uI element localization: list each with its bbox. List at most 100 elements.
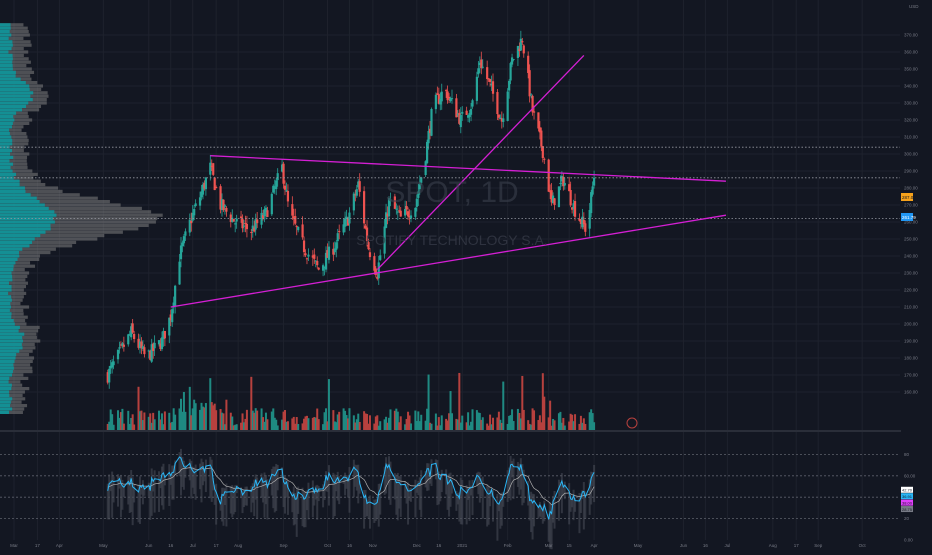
- candle-body[interactable]: [311, 255, 314, 258]
- candle-body[interactable]: [445, 90, 448, 92]
- candle-body[interactable]: [335, 242, 338, 250]
- candle-body[interactable]: [491, 81, 495, 94]
- candle-body[interactable]: [295, 225, 298, 228]
- candle-body[interactable]: [266, 210, 269, 217]
- candle-body[interactable]: [531, 95, 534, 113]
- candle-body[interactable]: [112, 361, 115, 366]
- candle-body[interactable]: [465, 110, 468, 115]
- time-axis[interactable]: Mar 17 Apr May Jun 16 Jul 17 Aug Sep Oct 16 Nov Dec 16…: [10, 543, 866, 548]
- upper-triangle-line[interactable]: [210, 155, 726, 182]
- candle-body[interactable]: [200, 191, 203, 198]
- candle-body[interactable]: [245, 223, 249, 230]
- candle-body[interactable]: [231, 217, 234, 223]
- candle-body[interactable]: [106, 372, 109, 383]
- candle-body[interactable]: [415, 198, 418, 207]
- candle-body[interactable]: [108, 368, 111, 383]
- candle-body[interactable]: [424, 161, 427, 176]
- candle-body[interactable]: [480, 59, 483, 69]
- candle-body[interactable]: [592, 177, 596, 186]
- candle-body[interactable]: [213, 177, 216, 191]
- candle-body[interactable]: [427, 130, 430, 144]
- candle-body[interactable]: [182, 236, 186, 244]
- candle-body[interactable]: [163, 330, 166, 339]
- candle-body[interactable]: [475, 76, 479, 101]
- candle-body[interactable]: [365, 227, 369, 242]
- candle-body[interactable]: [193, 209, 196, 216]
- candle-body[interactable]: [305, 258, 309, 260]
- candle-body[interactable]: [261, 215, 265, 219]
- candle-body[interactable]: [147, 350, 150, 352]
- candle-body[interactable]: [537, 112, 540, 129]
- candle-body[interactable]: [497, 114, 500, 118]
- candle-body[interactable]: [304, 253, 307, 256]
- candle-body[interactable]: [201, 184, 205, 195]
- candle-body[interactable]: [203, 182, 206, 189]
- candle-body[interactable]: [509, 63, 512, 81]
- candle-body[interactable]: [518, 48, 521, 52]
- candle-body[interactable]: [324, 252, 328, 270]
- candle-body[interactable]: [538, 127, 541, 133]
- candle-body[interactable]: [409, 215, 413, 219]
- candle-body[interactable]: [251, 225, 254, 232]
- candle-body[interactable]: [373, 256, 376, 271]
- candle-body[interactable]: [345, 216, 348, 220]
- candle-body[interactable]: [127, 334, 130, 345]
- candle-body[interactable]: [332, 248, 335, 255]
- candle-body[interactable]: [294, 215, 297, 224]
- candle-body[interactable]: [215, 187, 218, 189]
- candle-body[interactable]: [581, 216, 584, 228]
- candle-body[interactable]: [455, 98, 458, 118]
- candle-body[interactable]: [508, 80, 511, 91]
- candle-body[interactable]: [239, 216, 243, 219]
- candle-body[interactable]: [133, 334, 136, 340]
- candle-body[interactable]: [590, 192, 593, 214]
- candle-body[interactable]: [384, 212, 388, 228]
- candle-body[interactable]: [379, 255, 382, 260]
- candle-body[interactable]: [562, 176, 565, 187]
- candle-body[interactable]: [430, 108, 433, 136]
- candle-body[interactable]: [219, 186, 222, 210]
- candle-body[interactable]: [346, 218, 350, 226]
- candle-body[interactable]: [118, 347, 121, 349]
- candle-body[interactable]: [573, 201, 577, 217]
- candle-body[interactable]: [250, 231, 253, 233]
- candle-body[interactable]: [467, 115, 470, 118]
- candle-body[interactable]: [316, 261, 319, 266]
- candle-body[interactable]: [481, 66, 484, 68]
- candle-body[interactable]: [181, 242, 184, 247]
- candle-body[interactable]: [582, 219, 585, 225]
- candle-body[interactable]: [169, 314, 172, 321]
- candle-body[interactable]: [436, 93, 439, 95]
- candle-body[interactable]: [428, 128, 432, 133]
- candle-body[interactable]: [363, 191, 366, 224]
- candle-body[interactable]: [440, 91, 443, 102]
- candle-body[interactable]: [172, 302, 175, 308]
- candle-body[interactable]: [184, 231, 187, 236]
- candle-body[interactable]: [263, 209, 266, 217]
- candle-body[interactable]: [386, 213, 389, 217]
- candle-body[interactable]: [256, 219, 259, 224]
- candle-body[interactable]: [286, 190, 290, 202]
- candle-body[interactable]: [579, 219, 583, 224]
- candle-body[interactable]: [343, 218, 347, 227]
- candle-body[interactable]: [469, 109, 473, 115]
- candle-body[interactable]: [222, 199, 225, 210]
- candle-body[interactable]: [387, 198, 391, 217]
- candle-body[interactable]: [338, 231, 341, 233]
- candle-body[interactable]: [420, 177, 423, 183]
- candle-body[interactable]: [500, 118, 503, 122]
- candle-body[interactable]: [235, 218, 238, 222]
- candle-body[interactable]: [301, 224, 304, 238]
- candle-body[interactable]: [280, 164, 284, 172]
- candle-body[interactable]: [368, 252, 372, 258]
- candle-body[interactable]: [234, 223, 237, 225]
- candle-body[interactable]: [456, 113, 459, 116]
- candle-body[interactable]: [336, 233, 339, 242]
- candle-body[interactable]: [225, 207, 228, 212]
- candle-body[interactable]: [396, 211, 399, 213]
- candle-body[interactable]: [506, 91, 509, 121]
- chart-alert-marker[interactable]: [626, 417, 638, 429]
- candle-body[interactable]: [141, 346, 145, 349]
- candle-body[interactable]: [477, 68, 480, 75]
